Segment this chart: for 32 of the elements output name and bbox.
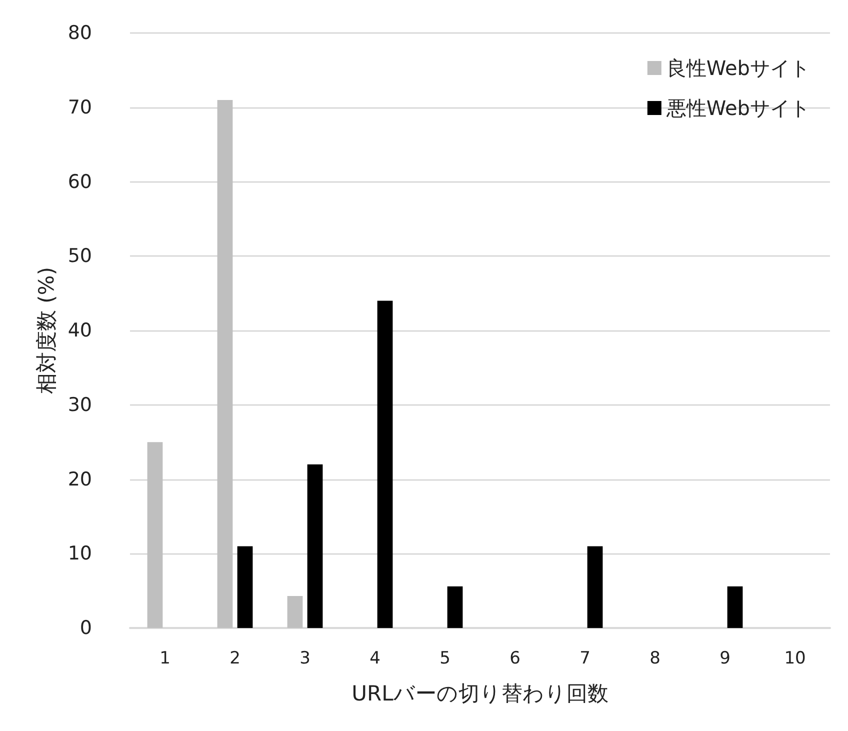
x-tick-label: 7: [580, 648, 590, 668]
y-tick-label: 70: [68, 96, 92, 118]
y-tick-label: 40: [68, 320, 92, 342]
y-tick-label: 50: [68, 245, 92, 268]
x-tick-label: 5: [440, 648, 450, 668]
x-tick-label: 1: [160, 648, 170, 668]
bar: [287, 596, 303, 628]
y-tick-label: 60: [68, 170, 92, 193]
bar: [447, 586, 463, 628]
x-tick-label: 8: [650, 648, 660, 668]
legend-label: 悪性Webサイト: [665, 96, 810, 120]
y-tick-label: 10: [68, 542, 92, 565]
y-tick-label: 20: [68, 468, 92, 490]
y-tick-label: 0: [80, 617, 92, 639]
x-axis-title: URLバーの切り替わり回数: [352, 682, 608, 706]
y-tick-label: 80: [68, 22, 92, 44]
x-tick-label: 2: [230, 648, 240, 668]
bar: [727, 586, 743, 628]
y-axis-title: 相対度数 (%): [34, 266, 58, 394]
bar: [587, 546, 603, 628]
x-tick-label: 3: [300, 648, 310, 668]
bar: [307, 464, 323, 628]
bar: [147, 442, 163, 628]
x-tick-label: 10: [784, 648, 806, 668]
bar: [377, 300, 393, 628]
x-tick-label: 9: [720, 648, 730, 668]
y-tick-label: 30: [68, 394, 92, 416]
bar: [237, 546, 253, 628]
x-tick-label: 6: [510, 648, 520, 668]
x-tick-label: 4: [370, 648, 380, 668]
bar: [217, 100, 233, 628]
legend-label: 良性Webサイト: [666, 56, 810, 80]
